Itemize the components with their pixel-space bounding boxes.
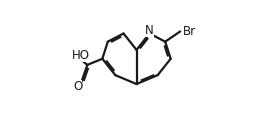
Text: HO: HO [72, 49, 90, 62]
Text: O: O [73, 80, 82, 93]
Text: N: N [145, 24, 154, 37]
Text: Br: Br [183, 25, 196, 38]
